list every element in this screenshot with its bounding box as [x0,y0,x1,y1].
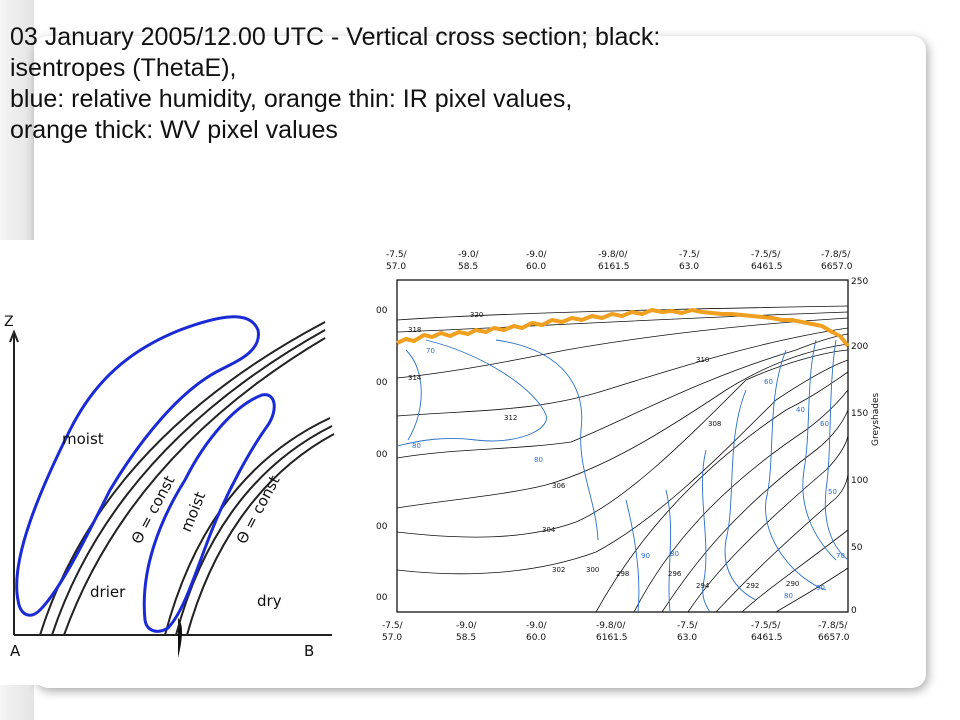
bottom-tick-lon: -7.8/5/ [818,621,848,631]
humidity-label: 60 [764,378,773,386]
plot-frame [396,279,849,613]
isentrope-lines [396,305,849,613]
bottom-axis-labels: -7.5/ 57.0 -9.0/ 58.5 -9.0/ 60.0 -9.8/0/… [382,621,850,643]
isentrope-label: 300 [586,566,599,574]
right-tick: 100 [851,476,868,486]
top-tick-lat: 6657.0 [821,262,853,272]
top-tick-lon: -7.8/5/ [821,250,851,260]
bottom-tick-lon: -7.5/ [677,621,699,631]
bottom-tick-lon: -7.5/ [382,621,404,631]
humidity-label: 70 [836,552,845,560]
humidity-label: 90 [641,552,650,560]
humidity-label: 80 [784,592,793,600]
bottom-tick-lat: 58.5 [456,633,476,643]
top-tick-lat: 63.0 [679,262,699,272]
isentrope-label: 292 [746,582,759,590]
humidity-label: 40 [796,406,805,414]
left-tick: 00 [376,593,388,603]
isentrope-label: 308 [708,420,721,428]
title-line: blue: relative humidity, orange thin: IR… [10,85,573,113]
isentrope-label: 312 [504,414,517,422]
top-tick-lat: 60.0 [526,262,546,272]
dry-label: dry [257,592,282,610]
point-a-label: A [10,642,21,660]
isentrope-label: 294 [696,582,710,590]
top-tick-lon: -9.8/0/ [598,250,628,260]
right-tick: 150 [851,409,868,419]
moist-label-right: moist [177,489,209,534]
top-tick-lat: 58.5 [458,262,478,272]
isentrope-label: 296 [668,570,682,578]
wv-pixel-line [396,308,850,348]
isentrope-label: 298 [616,570,629,578]
right-tick: 0 [851,606,857,616]
title-line: 03 January 2005/12.00 UTC - Vertical cro… [10,23,661,51]
isentrope-label: 320 [470,311,483,319]
isentrope-label: 318 [408,326,421,334]
humidity-label: 80 [670,550,679,558]
right-tick: 200 [851,342,868,352]
bottom-tick-lat: 6461.5 [751,633,783,643]
bottom-tick-lat: 6161.5 [596,633,628,643]
humidity-label-group: 70 80 80 90 80 60 40 60 50 70 80 90 [412,347,845,600]
bottom-tick-lat: 63.0 [677,633,697,643]
isentrope-label: 310 [696,356,709,364]
top-tick-lon: -9.0/ [526,250,548,260]
top-tick-lon: -7.5/ [679,250,701,260]
top-tick-lon: -9.0/ [458,250,480,260]
top-tick-lat: 6461.5 [751,262,783,272]
moist-label-left: moist [62,430,104,448]
schematic-svg: Z A B moist moist drier dry Θ = const Θ … [4,314,335,660]
left-tick: 00 [376,522,388,532]
top-axis-labels: -7.5/ 57.0 -9.0/ 58.5 -9.0/ 60.0 -9.8/0/… [386,250,853,272]
right-tick: 50 [851,543,863,553]
humidity-label: 90 [816,584,825,592]
humidity-lines [396,339,849,613]
slide-title: 03 January 2005/12.00 UTC - Vertical cro… [10,22,890,146]
bottom-tick-lon: -9.0/ [526,621,548,631]
left-tick: 00 [376,450,388,460]
title-line: orange thick: WV pixel values [10,116,338,144]
cross-section-chart: -7.5/ 57.0 -9.0/ 58.5 -9.0/ 60.0 -9.8/0/… [366,240,886,660]
bottom-tick-lat: 60.0 [526,633,546,643]
bottom-tick-lat: 57.0 [382,633,402,643]
humidity-label: 50 [828,488,837,496]
front-symbol [178,618,182,658]
isentrope-label: 290 [786,580,799,588]
top-tick-lat: 6161.5 [598,262,630,272]
greyshades-axis-title: Greyshades [871,393,881,446]
left-tick: 00 [376,306,388,316]
drier-label: drier [90,583,126,601]
z-axis-label: Z [4,314,14,330]
bottom-tick-lat: 6657.0 [818,633,850,643]
isentrope-label: 302 [552,566,565,574]
top-tick-lon: -7.5/5/ [751,250,781,260]
right-axis-labels: 250 200 150 100 50 0 [851,277,868,616]
left-tick: 00 [376,378,388,388]
humidity-label: 70 [426,347,435,355]
moist-region-right [142,393,276,633]
title-line: isentropes (ThetaE), [10,54,237,82]
z-axis-arrow [9,329,19,343]
right-tick: 250 [851,277,868,287]
isentrope-label-group: 320 318 314 312 310 308 306 304 302 300 … [408,311,799,590]
schematic-diagram: Z A B moist moist drier dry Θ = const Θ … [0,240,382,685]
top-tick-lat: 57.0 [386,262,406,272]
bottom-tick-lon: -9.0/ [456,621,478,631]
left-axis-labels: 00 00 00 00 00 [376,306,388,603]
humidity-label: 80 [534,456,543,464]
isentrope-label: 314 [408,374,422,382]
top-tick-lon: -7.5/ [386,250,408,260]
cross-section-svg: -7.5/ 57.0 -9.0/ 58.5 -9.0/ 60.0 -9.8/0/… [376,250,881,643]
isentrope-label: 306 [552,482,566,490]
bottom-tick-lon: -7.5/5/ [751,621,781,631]
humidity-label: 60 [820,420,829,428]
isentrope-label: 304 [542,526,556,534]
isentropes-left [39,321,326,636]
point-b-label: B [304,642,314,660]
bottom-tick-lon: -9.8/0/ [596,621,626,631]
humidity-label: 80 [412,442,421,450]
moist-region-left [15,315,260,617]
